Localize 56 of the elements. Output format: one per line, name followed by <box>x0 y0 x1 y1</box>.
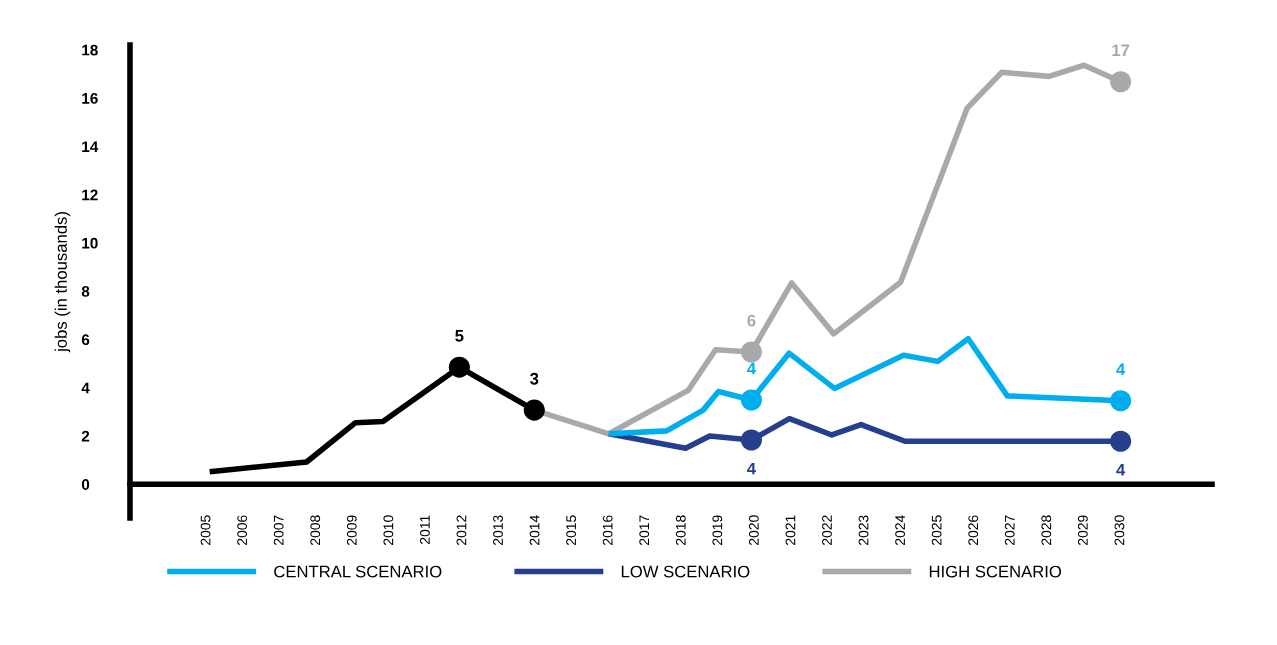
point <box>448 356 470 378</box>
y-tick-label: 8 <box>81 286 90 297</box>
y-tick-label: 18 <box>82 44 98 56</box>
x-tick-label: 2028 <box>1041 515 1052 545</box>
x-tick-label: 2027 <box>1004 515 1015 545</box>
x-tick-label: 2016 <box>602 515 613 545</box>
annotation: 4 <box>747 362 756 375</box>
x-tick-label: 2019 <box>712 515 723 545</box>
legend-label: CENTRAL SCENARIO <box>274 565 442 578</box>
annotation: 3 <box>530 372 539 385</box>
y-tick-label: 2 <box>81 430 90 442</box>
x-tick-label: 2021 <box>785 515 796 545</box>
point <box>740 389 762 411</box>
x-tick-label: 2020 <box>748 515 759 545</box>
x-tick-label: 2010 <box>383 515 394 545</box>
x-tick-label: 2008 <box>310 515 321 545</box>
x-tick-label: 2006 <box>237 515 248 545</box>
x-tick-label: 2029 <box>1077 515 1088 545</box>
x-tick-label: 2018 <box>675 515 686 545</box>
x-tick-label: 2026 <box>968 515 979 545</box>
point <box>740 341 762 363</box>
legend-label: HIGH SCENARIO <box>929 565 1062 578</box>
point <box>1110 430 1132 452</box>
annotation: 4 <box>1116 363 1126 376</box>
x-tick-label: 2017 <box>639 515 650 545</box>
y-tick-label: 12 <box>82 189 98 201</box>
point <box>740 429 762 451</box>
x-tick-label: 2011 <box>419 515 430 544</box>
x-tick-label: 2005 <box>200 515 211 545</box>
y-tick-label: 14 <box>82 141 99 152</box>
x-tick-label: 2023 <box>858 515 869 545</box>
y-tick-label: 10 <box>82 237 98 249</box>
x-tick-label: 2024 <box>895 515 906 545</box>
x-tick-label: 2022 <box>822 515 832 545</box>
x-tick-label: 2009 <box>346 515 357 545</box>
y-tick-label: 6 <box>81 334 90 346</box>
y-tick-label: 16 <box>82 92 98 104</box>
point <box>1110 390 1132 412</box>
point <box>523 399 545 421</box>
annotation: 4 <box>747 462 756 475</box>
y-axis-title: jobs (in thousands) <box>54 212 71 353</box>
x-tick-label: 2025 <box>931 515 942 545</box>
x-tick-label: 2007 <box>273 515 284 545</box>
x-tick-label: 2015 <box>566 515 577 545</box>
legend-label: LOW SCENARIO <box>621 565 750 578</box>
annotation: 6 <box>747 314 756 327</box>
y-tick-label: 4 <box>81 382 90 394</box>
x-tick-label: 2012 <box>456 515 467 545</box>
x-tick-label: 2013 <box>493 515 503 545</box>
annotation: 4 <box>1116 464 1126 476</box>
x-tick-label: 2014 <box>529 515 540 545</box>
annotation: 5 <box>455 330 464 342</box>
x-tick-label: 2030 <box>1114 515 1125 545</box>
y-tick-label: 0 <box>81 479 90 490</box>
annotation: 17 <box>1112 44 1130 56</box>
point <box>1110 71 1132 93</box>
